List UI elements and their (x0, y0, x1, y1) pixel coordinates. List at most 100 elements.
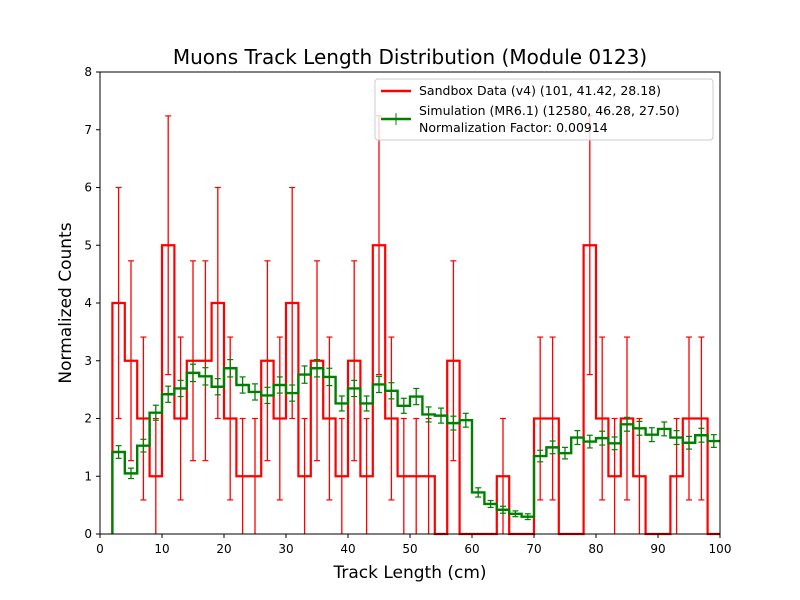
data-error-bar (686, 336, 692, 501)
simulation-error-bar (673, 430, 680, 446)
data-error-bar (599, 336, 606, 501)
data-error-bar (351, 260, 358, 462)
simulation-error-bar (400, 397, 407, 414)
data-error-bar (636, 417, 643, 534)
data-error-bar (400, 417, 407, 534)
data-error-bar (264, 260, 271, 462)
simulation-error-bar (549, 440, 556, 455)
simulation-error-bar (425, 406, 432, 423)
legend-label-data: Sandbox Data (v4) (101, 41.42, 28.18) (419, 83, 661, 98)
simulation-error-bar (301, 365, 308, 384)
simulation-error-bar (214, 378, 221, 396)
simulation-error-bar (537, 449, 544, 463)
simulation-error-bar (710, 434, 717, 448)
simulation-error-bar (636, 420, 643, 436)
x-axis-label: Track Length (cm) (332, 563, 486, 583)
simulation-error-bar (413, 387, 420, 406)
x-tick-label: 40 (340, 542, 355, 556)
simulation-error-bar (152, 404, 159, 421)
simulation-error-bar (500, 505, 506, 514)
simulation-error-bar (624, 416, 630, 432)
data-error-bar (115, 186, 122, 420)
legend-label-simulation: Simulation (MR6.1) (12580, 46.28, 27.50) (419, 103, 680, 118)
simulation-error-bar (239, 376, 246, 394)
y-tick-label: 6 (84, 181, 92, 195)
simulation-error-bar (599, 430, 606, 446)
simulation-error-bar (376, 375, 382, 394)
simulation-error-bar (202, 367, 209, 386)
y-tick-label: 3 (84, 354, 92, 368)
data-error-bar (549, 336, 556, 501)
x-tick-label: 60 (464, 542, 479, 556)
x-tick-label: 70 (526, 542, 541, 556)
simulation-error-bar (252, 383, 258, 401)
legend-box (374, 78, 714, 141)
simulation-error-bar (487, 499, 494, 509)
simulation-error-bar (698, 427, 705, 443)
data-error-bar (289, 186, 296, 420)
y-tick-label: 1 (84, 469, 92, 483)
x-axis: 0 10 20 30 40 50 60 70 80 90 100 (96, 534, 731, 556)
series-layer (111, 115, 720, 536)
data-error-bar (276, 336, 283, 501)
simulation-error-bar (686, 435, 692, 450)
simulation-error-bar (177, 379, 184, 398)
x-tick-label: 100 (709, 542, 732, 556)
simulation-error-bar (351, 379, 358, 398)
x-tick-label: 10 (154, 542, 169, 556)
series-data (111, 115, 720, 536)
simulation-step-line (111, 367, 720, 534)
x-tick-label: 20 (216, 542, 231, 556)
y-tick-label: 5 (84, 238, 92, 252)
simulation-error-bar (611, 436, 618, 451)
data-error-bar (301, 417, 308, 534)
simulation-error-bar (115, 445, 122, 459)
x-tick-label: 0 (96, 542, 104, 556)
simulation-error-bar (165, 385, 172, 403)
y-tick-label: 8 (84, 65, 92, 79)
simulation-error-bar (562, 446, 568, 460)
data-error-bar (413, 417, 420, 534)
y-axis: 0 1 2 3 4 5 6 7 8 (84, 65, 100, 541)
simulation-error-bar (438, 407, 444, 424)
simulation-error-bar (338, 395, 345, 412)
y-axis-label: Normalized Counts (56, 222, 76, 383)
data-error-bar (202, 260, 209, 462)
simulation-error-bar (289, 384, 296, 402)
data-error-bar (190, 260, 196, 462)
simulation-error-bar (462, 412, 469, 428)
x-tick-label: 90 (650, 542, 665, 556)
data-error-bar (537, 336, 544, 501)
simulation-error-bar (586, 434, 593, 449)
data-error-bar (239, 417, 246, 534)
simulation-error-bar (524, 513, 531, 521)
y-tick-label: 4 (84, 296, 92, 310)
simulation-error-bar (574, 430, 581, 446)
data-error-bar (252, 417, 258, 534)
plot-area (100, 72, 720, 534)
data-error-bar (165, 115, 172, 376)
simulation-error-bar (475, 487, 482, 498)
simulation-error-bar (276, 376, 283, 394)
data-error-bar (140, 336, 147, 501)
series-simulation (111, 358, 720, 534)
x-tick-label: 80 (588, 542, 603, 556)
data-error-bar (338, 417, 345, 534)
y-tick-label: 0 (84, 527, 92, 541)
simulation-error-bar (128, 467, 134, 480)
simulation-error-bar (326, 367, 333, 387)
data-error-bar (177, 336, 184, 501)
data-error-bar (128, 260, 134, 462)
legend: Sandbox Data (v4) (101, 41.42, 28.18) Si… (374, 78, 714, 141)
simulation-error-bar (314, 358, 320, 378)
chart-title: Muons Track Length Distribution (Module … (173, 45, 647, 69)
simulation-error-bar (512, 510, 519, 518)
data-error-bar (388, 336, 395, 501)
data-error-bar (698, 336, 705, 501)
simulation-error-bar (264, 386, 271, 405)
simulation-error-bar (140, 438, 147, 453)
data-error-bar (500, 417, 506, 534)
data-error-bar (363, 417, 370, 534)
simulation-error-bar (388, 382, 395, 400)
